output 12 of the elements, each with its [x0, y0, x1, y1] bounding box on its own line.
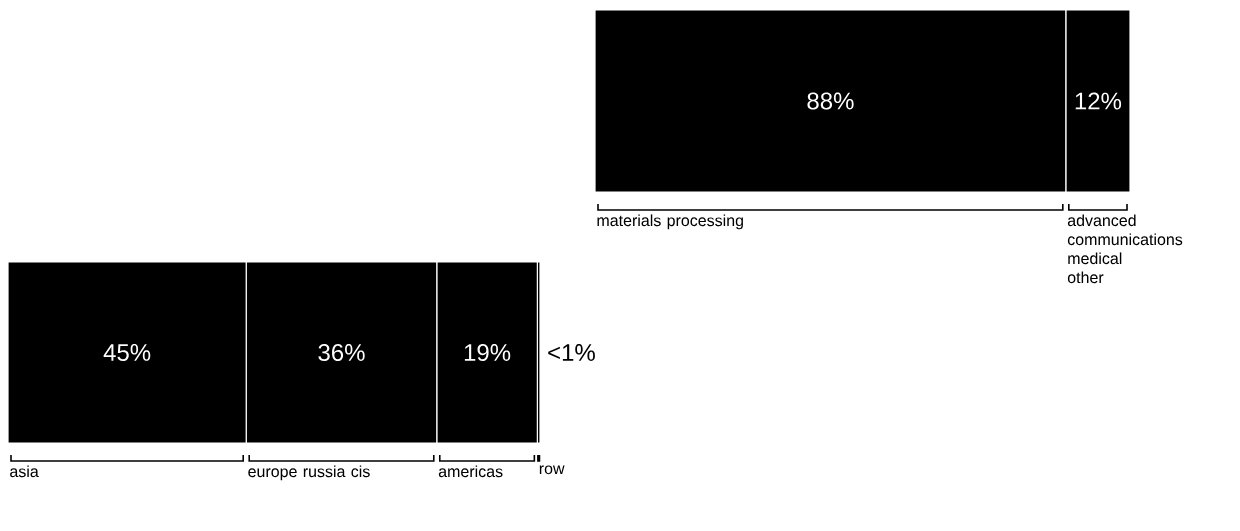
series-label: americas — [438, 465, 503, 478]
data-label: <1% — [548, 344, 595, 361]
series-label: row — [539, 465, 565, 475]
data-label: 88% — [807, 92, 854, 110]
data-label: 45% — [103, 344, 151, 361]
series-label: materials processing — [597, 214, 743, 230]
series-label: asia — [10, 465, 39, 478]
series-label: advanced communications medical other — [1067, 214, 1183, 284]
data-label: 36% — [318, 344, 365, 362]
series-label: europe russia cis — [248, 465, 370, 481]
data-label: 19% — [464, 344, 511, 362]
data-label: 12% — [1075, 92, 1122, 110]
